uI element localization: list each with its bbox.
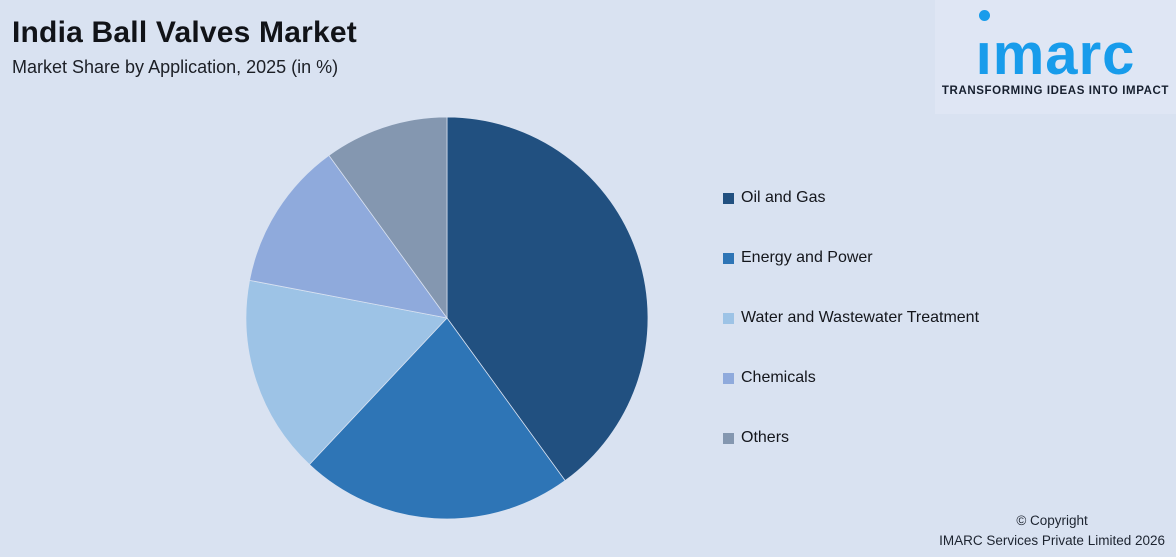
copyright-notice: © Copyright IMARC Services Private Limit… [939,511,1165,551]
imarc-logo: ımarc TRANSFORMING IDEAS INTO IMPACT [935,0,1176,114]
legend-label: Chemicals [741,369,816,386]
pie-slice-water-and-wastewater-treatment [245,279,448,466]
legend-item-others: Others [723,428,979,448]
logo-tagline: TRANSFORMING IDEAS INTO IMPACT [941,85,1170,97]
page-subtitle: Market Share by Application, 2025 (in %) [12,57,339,77]
legend-item-energy-and-power: Energy and Power [723,248,979,268]
legend-item-water-and-wastewater-treatment: Water and Wastewater Treatment [723,308,979,328]
legend-swatch-icon [723,432,734,444]
page-title: India Ball Valves Market [12,16,357,49]
pie-slice-oil-and-gas [446,116,649,482]
copyright-line1: © Copyright [1016,513,1088,528]
legend-item-chemicals: Chemicals [723,368,979,388]
legend-label: Oil and Gas [741,189,826,206]
legend-swatch-icon [723,312,734,324]
copyright-line2: IMARC Services Private Limited 2026 [939,533,1165,548]
pie-slice-chemicals [249,154,448,319]
legend-label: Energy and Power [741,249,873,266]
legend-swatch-icon [723,372,734,384]
pie-slice-others [328,116,448,320]
pie-chart-svg [245,116,649,520]
chart-header: India Ball Valves Market Market Share by… [12,16,357,78]
logo-i-dot-icon [978,10,990,21]
legend-label: Water and Wastewater Treatment [741,309,980,326]
imarc-logo-wordmark: ımarc [976,10,1136,84]
chart-legend: Oil and Gas Energy and Power Water and Was… [723,188,979,448]
legend-label: Others [741,429,790,446]
logo-brand-text-i: ı [975,22,993,87]
logo-brand-text-rest: marc [992,22,1136,87]
legend-swatch-icon [723,252,734,264]
pie-slice-energy-and-power [308,317,566,520]
pie-chart [245,116,649,520]
legend-item-oil-and-gas: Oil and Gas [723,188,979,208]
legend-swatch-icon [723,192,734,204]
